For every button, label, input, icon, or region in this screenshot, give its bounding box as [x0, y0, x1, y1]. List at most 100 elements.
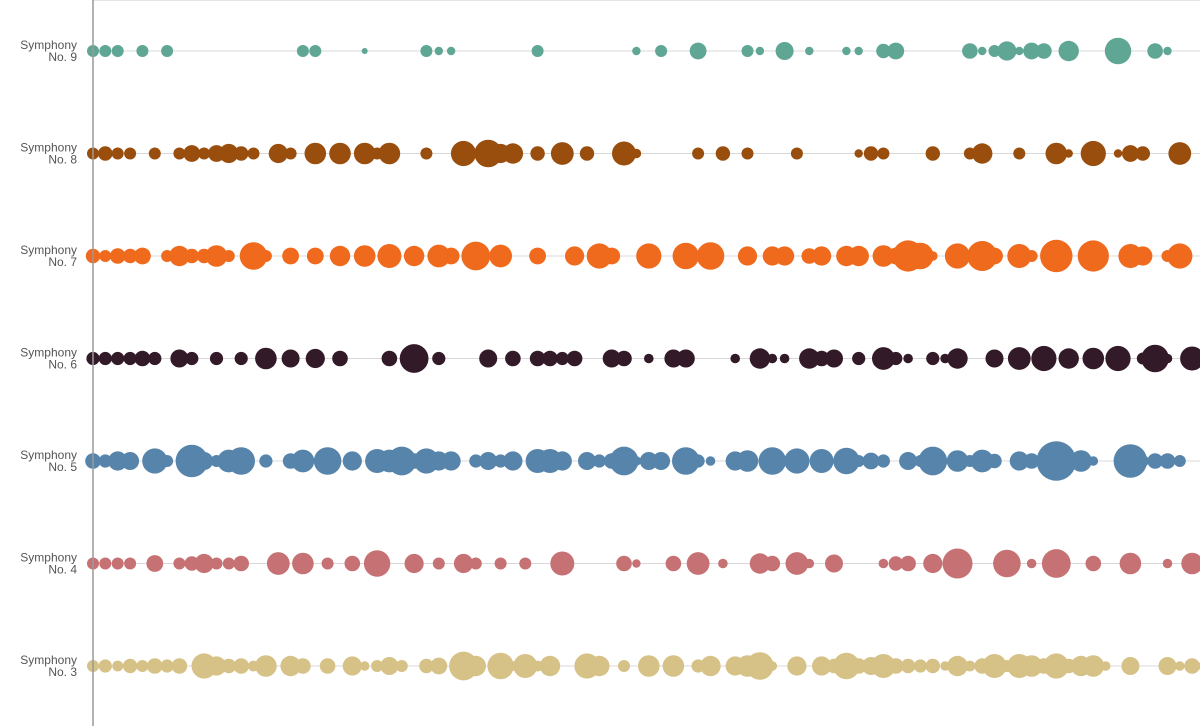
data-bubble[interactable]	[947, 348, 968, 369]
data-bubble[interactable]	[239, 242, 268, 270]
data-bubble[interactable]	[705, 456, 716, 466]
data-bubble[interactable]	[652, 452, 671, 470]
data-bubble[interactable]	[99, 250, 112, 262]
data-bubble[interactable]	[900, 658, 916, 674]
data-bubble[interactable]	[691, 454, 705, 468]
data-bubble[interactable]	[985, 349, 1004, 368]
data-bubble[interactable]	[148, 351, 162, 366]
data-bubble[interactable]	[469, 454, 483, 468]
data-bubble[interactable]	[136, 660, 149, 672]
data-bubble[interactable]	[616, 350, 632, 367]
data-bubble[interactable]	[1041, 549, 1071, 578]
data-bubble[interactable]	[1133, 246, 1153, 266]
data-bubble[interactable]	[161, 45, 174, 57]
data-bubble[interactable]	[809, 449, 834, 473]
data-bubble[interactable]	[259, 454, 273, 468]
data-bubble[interactable]	[98, 146, 113, 161]
data-bubble[interactable]	[1113, 444, 1148, 478]
data-bubble[interactable]	[718, 558, 728, 569]
data-bubble[interactable]	[852, 351, 866, 366]
data-bubble[interactable]	[1026, 558, 1037, 569]
data-bubble[interactable]	[99, 557, 112, 570]
data-bubble[interactable]	[987, 453, 1002, 469]
data-bubble[interactable]	[136, 45, 149, 57]
data-bubble[interactable]	[1175, 661, 1185, 671]
data-bubble[interactable]	[205, 245, 228, 267]
data-bubble[interactable]	[1167, 243, 1193, 269]
data-bubble[interactable]	[928, 251, 938, 261]
data-bubble[interactable]	[450, 140, 477, 167]
data-bubble[interactable]	[970, 449, 994, 473]
data-bubble[interactable]	[632, 46, 641, 56]
data-bubble[interactable]	[833, 447, 860, 475]
data-bubble[interactable]	[662, 655, 685, 677]
data-bubble[interactable]	[434, 46, 443, 56]
data-bubble[interactable]	[903, 353, 913, 364]
data-bubble[interactable]	[997, 41, 1017, 61]
data-bubble[interactable]	[700, 655, 721, 677]
data-bubble[interactable]	[923, 553, 943, 574]
data-bubble[interactable]	[111, 45, 124, 57]
data-bubble[interactable]	[387, 446, 417, 476]
data-bubble[interactable]	[169, 245, 190, 267]
data-bubble[interactable]	[741, 147, 754, 160]
data-bubble[interactable]	[503, 451, 523, 471]
data-bubble[interactable]	[465, 655, 486, 677]
data-bubble[interactable]	[1162, 353, 1173, 364]
data-bubble[interactable]	[185, 351, 199, 366]
data-bubble[interactable]	[813, 350, 830, 367]
data-bubble[interactable]	[672, 242, 699, 270]
data-bubble[interactable]	[805, 46, 814, 56]
data-bubble[interactable]	[636, 243, 662, 269]
data-bubble[interactable]	[329, 142, 351, 165]
data-bubble[interactable]	[550, 142, 574, 165]
data-bubble[interactable]	[899, 452, 918, 470]
data-bubble[interactable]	[227, 447, 255, 475]
data-bubble[interactable]	[513, 654, 538, 678]
data-bubble[interactable]	[741, 45, 754, 57]
data-bubble[interactable]	[530, 146, 545, 161]
data-bubble[interactable]	[848, 245, 869, 267]
data-bubble[interactable]	[730, 353, 740, 364]
data-bubble[interactable]	[746, 652, 774, 680]
data-bubble[interactable]	[964, 660, 976, 672]
data-bubble[interactable]	[529, 350, 546, 367]
data-bubble[interactable]	[170, 349, 189, 368]
data-bubble[interactable]	[404, 553, 424, 574]
data-bubble[interactable]	[578, 452, 596, 470]
data-bubble[interactable]	[900, 555, 916, 572]
data-bubble[interactable]	[403, 245, 425, 267]
data-bubble[interactable]	[664, 349, 683, 368]
data-bubble[interactable]	[209, 351, 224, 366]
data-bubble[interactable]	[852, 455, 865, 467]
data-bubble[interactable]	[539, 655, 561, 677]
data-bubble[interactable]	[1007, 347, 1031, 370]
data-bubble[interactable]	[785, 552, 809, 575]
data-bubble[interactable]	[378, 142, 401, 165]
data-bubble[interactable]	[329, 245, 351, 267]
data-bubble[interactable]	[696, 242, 725, 270]
data-bubble[interactable]	[233, 658, 249, 674]
data-bubble[interactable]	[790, 147, 803, 160]
data-bubble[interactable]	[420, 45, 433, 57]
data-bubble[interactable]	[862, 452, 880, 470]
data-bubble[interactable]	[1141, 344, 1169, 373]
data-bubble[interactable]	[123, 351, 137, 366]
data-bubble[interactable]	[1031, 345, 1057, 372]
data-bubble[interactable]	[888, 556, 903, 571]
data-bubble[interactable]	[602, 349, 621, 368]
data-bubble[interactable]	[124, 147, 137, 160]
data-bubble[interactable]	[638, 655, 660, 677]
data-bubble[interactable]	[304, 142, 327, 165]
data-bubble[interactable]	[639, 452, 658, 470]
data-bubble[interactable]	[825, 349, 843, 368]
data-bubble[interactable]	[550, 551, 575, 576]
data-bubble[interactable]	[804, 558, 815, 569]
data-bubble[interactable]	[321, 557, 334, 570]
data-bubble[interactable]	[363, 550, 391, 577]
data-bubble[interactable]	[171, 658, 188, 674]
data-bubble[interactable]	[446, 46, 456, 56]
data-bubble[interactable]	[555, 351, 569, 366]
data-bubble[interactable]	[519, 557, 532, 570]
data-bubble[interactable]	[616, 555, 632, 572]
